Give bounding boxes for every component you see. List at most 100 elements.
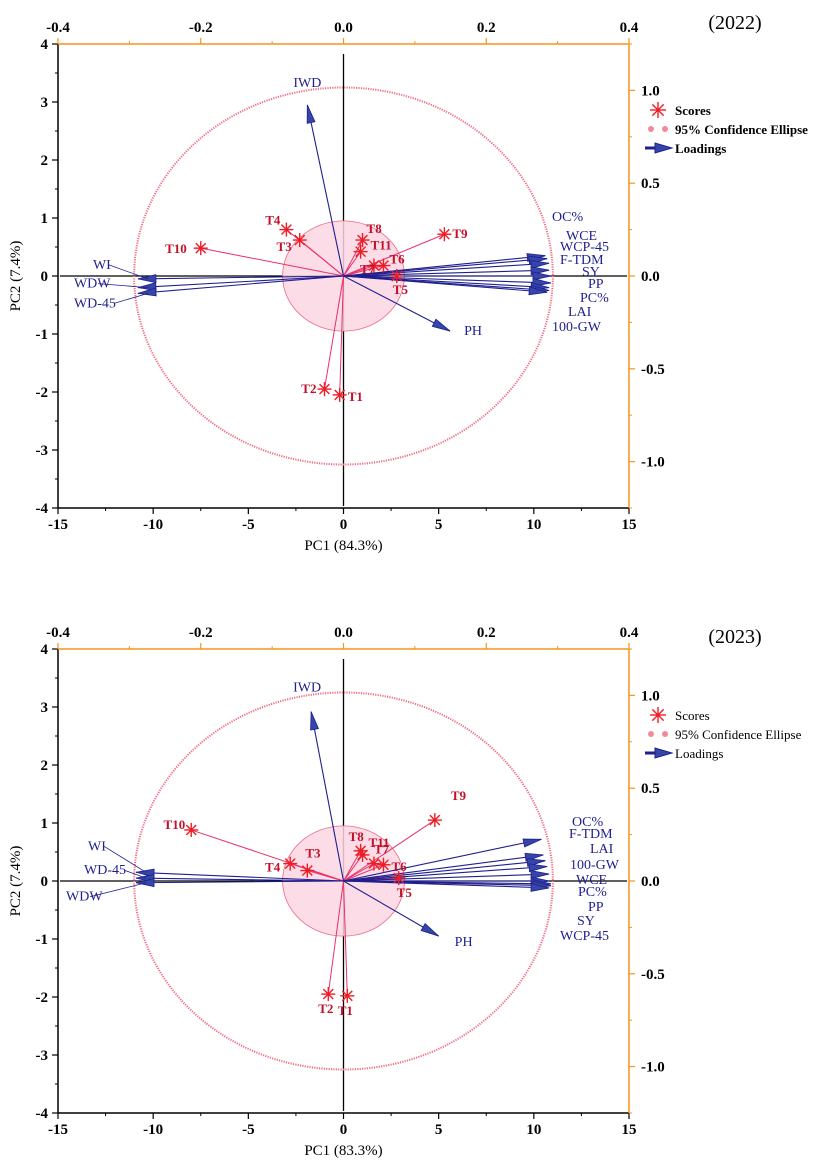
y-tick-label: 4: [41, 37, 49, 53]
score-marker: [391, 871, 406, 886]
y-tick-label: -4: [36, 501, 49, 517]
score-label: T4: [265, 213, 281, 228]
loading-arrowhead: [420, 922, 439, 937]
loading-arrowhead: [530, 870, 550, 880]
legend-ellipse-label: 95% Confidence Ellipse: [675, 727, 802, 742]
right-tick-label: 0.5: [641, 176, 660, 192]
loading-label: SY: [582, 265, 600, 280]
score-marker: [389, 269, 404, 283]
top-tick-label: 0.4: [620, 20, 639, 36]
score-line: [327, 880, 344, 995]
legend-scores-marker-stroke: [651, 103, 665, 117]
score-marker-stroke: [322, 988, 334, 1000]
legend: Scores 95% Confidence Ellipse Loadings: [645, 102, 808, 156]
loading-label: OC%: [572, 815, 603, 830]
loading-label: WCP-45: [560, 240, 609, 255]
chart-subtitle: (2023): [708, 626, 761, 648]
right-tick-label: -1.0: [641, 455, 665, 471]
loading-label: OC%: [552, 210, 583, 225]
score-marker-stroke: [393, 872, 405, 884]
x-tick-label: 10: [526, 517, 541, 533]
loading-arrow-line: [136, 871, 344, 882]
score-label: T9: [452, 226, 468, 241]
right-tick-label: 0.0: [641, 874, 660, 890]
x-tick-label: 0: [340, 1122, 348, 1138]
score-marker-stroke: [357, 234, 368, 246]
loading-arrow-line: [136, 880, 344, 884]
loading-arrow-line: [343, 275, 548, 293]
x-tick-label: -15: [48, 1122, 68, 1138]
score-line: [200, 247, 344, 277]
score-label: T9: [451, 788, 467, 803]
legend-loadings-arrow: [654, 747, 674, 759]
legend-scores-marker: [650, 707, 666, 723]
score-marker: [340, 988, 355, 1003]
score-label: T10: [165, 241, 187, 256]
score-marker-stroke: [294, 234, 306, 246]
loading-arrowhead: [137, 287, 157, 297]
y-tick-label: -1: [36, 932, 49, 948]
legend-loadings-label: Loadings: [675, 746, 723, 761]
loading-label: SY: [577, 914, 595, 929]
y-tick-label: 0: [41, 269, 49, 285]
score-label: T6: [389, 252, 405, 267]
x-tick-label: -5: [242, 517, 255, 533]
loading-arrow-line: [343, 262, 550, 277]
score-label: T2: [301, 381, 316, 396]
score-marker: [355, 233, 370, 248]
loading-label: IWD: [293, 681, 321, 696]
loading-arrowhead: [310, 711, 320, 731]
score-label: T10: [164, 817, 186, 832]
top-tick-label: 0.0: [334, 20, 353, 36]
x-tick-label: 10: [526, 1122, 541, 1138]
loading-arrowhead: [530, 882, 550, 892]
legend-loadings-label: Loadings: [675, 141, 726, 156]
score-marker: [279, 222, 294, 237]
x-tick-label: -10: [143, 517, 163, 533]
y-tick-label: -3: [36, 1048, 49, 1064]
top-tick-label: -0.2: [189, 20, 213, 36]
x-tick-label: 5: [435, 1122, 443, 1138]
loading-leader-line: [108, 264, 149, 280]
loading-label: F-TDM: [560, 253, 604, 268]
loading-label: PP: [588, 900, 604, 915]
x-tick-label: 0: [340, 517, 348, 533]
score-line: [343, 854, 363, 882]
score-marker: [427, 813, 442, 828]
loading-leader-line: [89, 882, 147, 898]
score-marker: [366, 258, 381, 273]
score-marker-stroke: [319, 383, 330, 395]
score-marker: [332, 387, 347, 402]
loading-label: WI: [88, 839, 106, 854]
score-marker-stroke: [185, 824, 197, 836]
score-marker: [353, 244, 368, 259]
score-label: T1: [338, 1003, 353, 1018]
top-tick-label: 0.0: [334, 625, 353, 641]
loading-leader-line: [123, 869, 147, 879]
top-tick-label: 0.2: [477, 625, 496, 641]
right-tick-label: 1.0: [641, 83, 660, 99]
score-marker: [376, 857, 391, 872]
score-marker-stroke: [378, 260, 389, 272]
loading-label: WCP-45: [560, 929, 609, 944]
confidence-ellipse: [133, 86, 554, 466]
score-marker-stroke: [195, 242, 207, 254]
loading-arrow-line: [343, 873, 550, 882]
loading-arrow-line: [343, 865, 548, 882]
score-label: T8: [367, 221, 383, 236]
legend-scores-marker-stroke: [651, 708, 665, 722]
loading-arrow-line: [310, 711, 345, 882]
score-label: T11: [369, 835, 390, 850]
loading-arrow-line: [343, 838, 542, 882]
right-tick-label: 1.0: [641, 688, 660, 704]
score-marker-stroke: [438, 228, 450, 240]
loading-leader-line: [103, 845, 147, 873]
y-tick-label: -3: [36, 443, 49, 459]
loading-leader-line: [97, 283, 148, 288]
legend-ellipse-dot: [648, 731, 654, 737]
score-line: [343, 239, 363, 277]
loading-label: IWD: [293, 76, 321, 91]
loading-label: WDW: [66, 890, 103, 905]
